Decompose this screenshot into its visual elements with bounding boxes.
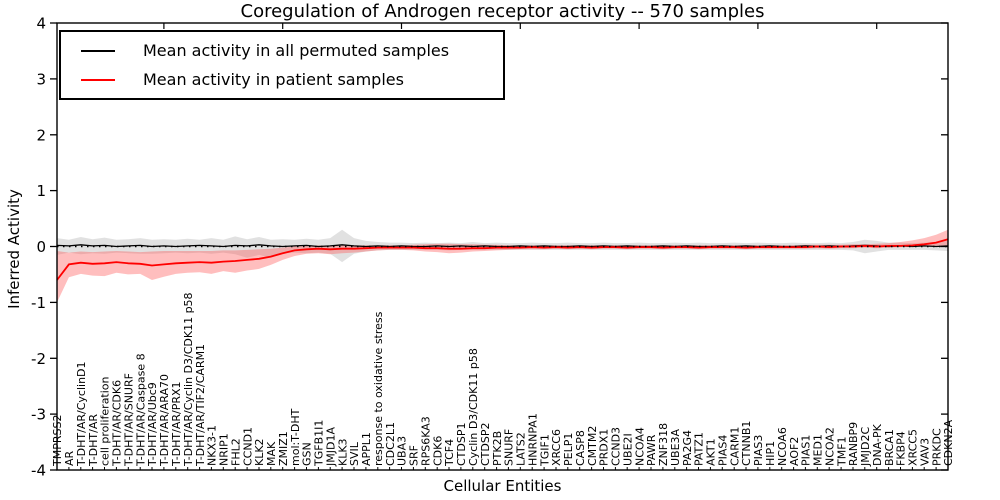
- x-tick-label: NCOA2: [823, 427, 836, 466]
- x-tick-label: T-DHT/AR/ARA70: [158, 374, 171, 467]
- x-tick-label: mol:T-DHT: [289, 408, 302, 466]
- legend-entry-patient: Mean activity in patient samples: [61, 65, 503, 94]
- x-tick-label: NRIP1: [218, 433, 231, 466]
- x-tick-label: HNRNPA1: [526, 413, 539, 466]
- y-tick-label: -4: [31, 462, 46, 480]
- x-tick-label: BRCA1: [883, 429, 896, 466]
- x-tick-label: PRKDC: [930, 428, 943, 466]
- x-tick-label: SNURF: [503, 429, 516, 466]
- x-tick-label: UBE3A: [669, 428, 682, 466]
- x-tick-label: CDKN2A: [942, 419, 955, 466]
- legend-label-patient: Mean activity in patient samples: [143, 70, 404, 89]
- x-tick-label: T-DHT/AR/PRX1: [170, 381, 183, 467]
- x-tick-label: PAWR: [645, 434, 658, 466]
- x-tick-label: CDC2L1: [384, 422, 397, 466]
- x-tick-label: T-DHT/AR/Caspase 8: [134, 353, 147, 467]
- chart-title: Coregulation of Androgen receptor activi…: [240, 1, 765, 22]
- x-tick-label: T-DHT/AR/Ubc9: [146, 382, 159, 467]
- x-tick-label: NCOA4: [633, 427, 646, 466]
- x-tick-label: KLK3: [336, 438, 349, 466]
- x-tick-label: DNA-PK: [871, 423, 884, 466]
- y-tick-label: 0: [36, 238, 46, 256]
- x-tick-label: PELP1: [562, 433, 575, 466]
- x-tick-label: MAK: [265, 441, 278, 466]
- x-tick-label: NKX3-1: [206, 425, 219, 466]
- x-tick-label: KLK2: [253, 438, 266, 466]
- x-tick-label: CTDSP2: [479, 423, 492, 466]
- x-tick-label: CCND1: [241, 427, 254, 466]
- x-tick-label: HIP1: [764, 441, 777, 466]
- x-tick-label: CDK6: [431, 436, 444, 466]
- x-tick-label: AOF2: [788, 437, 801, 466]
- x-tick-label: VAV3: [918, 438, 931, 466]
- x-tick-label: T-DHT/AR: [87, 414, 100, 467]
- black-line-swatch: [81, 49, 115, 52]
- y-tick-label: 4: [36, 15, 46, 33]
- x-tick-label: response to oxidative stress: [372, 311, 385, 466]
- x-tick-label: TMF1: [835, 436, 848, 467]
- x-tick-label: LATS2: [515, 432, 528, 466]
- y-axis-label: Inferred Activity: [5, 189, 23, 309]
- x-tick-label: MED1: [812, 434, 825, 466]
- x-tick-label: SRF: [408, 445, 421, 466]
- x-tick-label: SVIL: [348, 441, 361, 466]
- x-tick-label: TMPRSS2: [51, 415, 64, 467]
- x-tick-label: AR: [63, 450, 76, 466]
- x-tick-label: FKBP4: [895, 431, 908, 466]
- x-tick-label: T-DHT/AR/CDK6: [111, 380, 124, 467]
- x-tick-label: T-DHT/AR/SNURF: [123, 373, 136, 467]
- x-tick-label: UBE2I: [621, 433, 634, 466]
- x-tick-label: RANBP9: [847, 422, 860, 466]
- x-tick-label: CMTM2: [586, 426, 599, 466]
- x-tick-label: XRCC5: [907, 429, 920, 466]
- x-tick-label: PIAS1: [800, 435, 813, 466]
- x-tick-label: GSN: [301, 442, 314, 466]
- x-tick-label: ZNF318: [657, 423, 670, 466]
- red-line-swatch: [81, 78, 115, 81]
- x-tick-label: PA2G4: [681, 430, 694, 466]
- y-tick-label: 2: [36, 126, 46, 144]
- x-tick-label: TGIF1: [538, 434, 551, 467]
- x-tick-label: APPL1: [360, 432, 373, 466]
- x-tick-label: CASP8: [574, 430, 587, 466]
- x-tick-label: Cyclin D3/CDK11 p58: [467, 348, 480, 466]
- x-tick-label: CTDSP1: [455, 423, 468, 466]
- x-tick-label: PIAS4: [717, 435, 730, 466]
- x-tick-label: XRCC6: [550, 429, 563, 466]
- x-tick-label: UBA3: [396, 436, 409, 466]
- legend-label-permuted: Mean activity in all permuted samples: [143, 41, 450, 60]
- x-tick-label: PATZ1: [693, 432, 706, 466]
- legend: Mean activity in all permuted samples Me…: [59, 30, 505, 100]
- x-tick-label: FHL2: [229, 438, 242, 466]
- x-tick-label: TGFB1I1: [313, 420, 326, 467]
- x-tick-label: AKT1: [705, 438, 718, 466]
- x-tick-label: T-DHT/AR/TIF2/CARM1: [194, 344, 207, 467]
- x-tick-label: NCOA6: [776, 427, 789, 466]
- x-tick-label: PRDX1: [598, 429, 611, 466]
- x-tick-label: PTK2B: [491, 431, 504, 466]
- y-tick-label: -1: [31, 294, 46, 312]
- x-tick-label: JMJD1A: [324, 427, 337, 467]
- x-tick-label: CARM1: [728, 427, 741, 466]
- legend-entry-permuted: Mean activity in all permuted samples: [61, 36, 503, 65]
- patient-mean-line: [56, 238, 949, 281]
- x-tick-label: TCF4: [443, 439, 456, 467]
- y-tick-label: 3: [36, 70, 46, 88]
- x-tick-label: T-DHT/AR/Cyclin D3/CDK11 p58: [182, 292, 195, 467]
- x-tick-label: RPS6KA3: [420, 416, 433, 466]
- y-tick-label: -2: [31, 350, 46, 368]
- x-tick-label: ZMIZ1: [277, 431, 290, 466]
- x-tick-label: JMJD2C: [859, 427, 872, 467]
- x-tick-label: cell proliferation: [99, 376, 112, 466]
- x-axis-label: Cellular Entities: [443, 477, 562, 495]
- y-tick-label: 1: [36, 182, 46, 200]
- y-tick-label: -3: [31, 406, 46, 424]
- x-tick-label: CTNNB1: [740, 421, 753, 466]
- x-tick-label: PIAS3: [752, 435, 765, 466]
- x-tick-label: T-DHT/AR/CyclinD1: [75, 361, 88, 467]
- x-tick-label: CCND3: [610, 427, 623, 466]
